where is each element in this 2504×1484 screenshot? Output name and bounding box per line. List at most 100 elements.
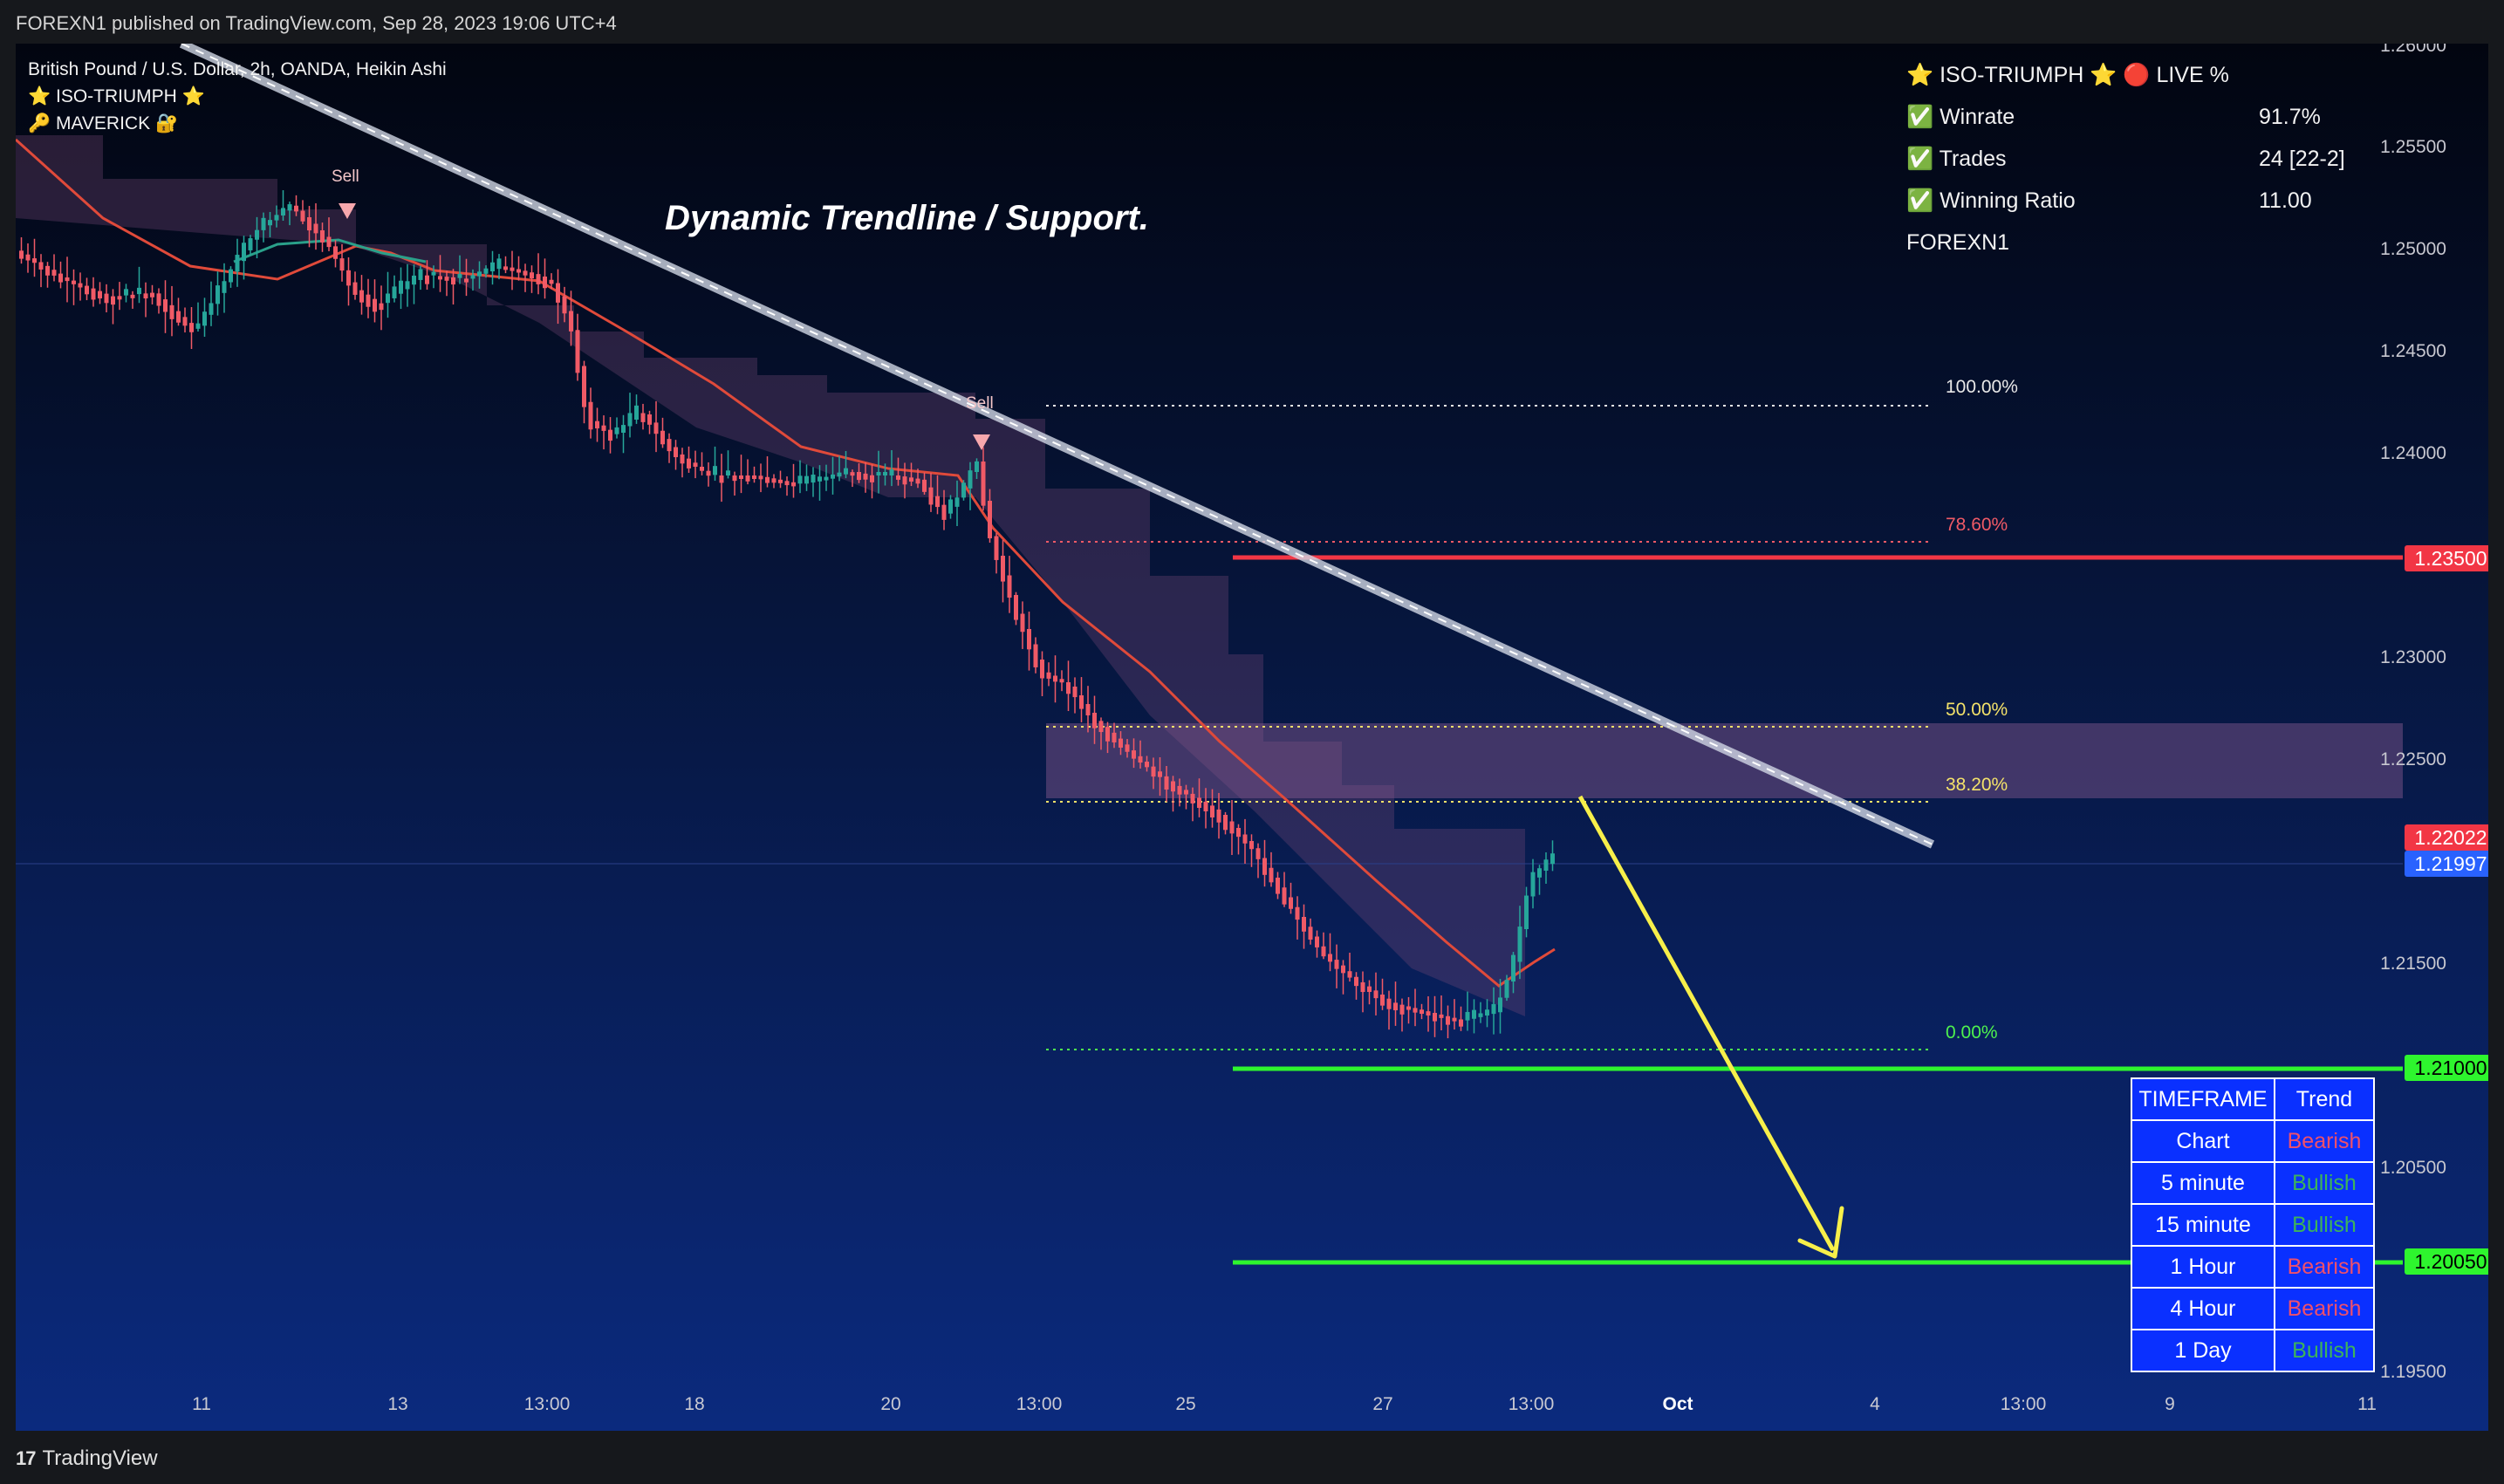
candle-body [412,275,416,285]
candle-body [209,303,214,315]
candle-body [438,276,442,280]
candle-body [248,238,253,250]
candle-body [176,311,181,323]
publish-header: FOREXN1 published on TradingView.com, Se… [0,0,2504,44]
candle-body [313,223,318,234]
candle-body [229,269,233,283]
time-tick: 27 [1372,1394,1393,1414]
candle-body [1504,980,1509,998]
sell-label-1: Sell [332,168,359,186]
candle-body [1066,682,1071,694]
candle-body [85,285,89,295]
trend-cell: Bearish [2274,1287,2375,1330]
candle-body [483,268,489,274]
candle-body [1105,727,1110,742]
chart-drawing[interactable] [16,44,2488,1431]
symbol-line[interactable]: British Pound / U.S. Dollar, 2h, OANDA, … [28,59,447,79]
candle-body [1007,575,1012,598]
candle-body [1059,679,1064,683]
candle-body [425,275,429,284]
candle-body [1328,954,1332,962]
time-tick: 13:00 [2000,1394,2047,1414]
indicator-iso-triumph[interactable]: ⭐ ISO-TRIUMPH ⭐ [28,86,205,106]
candle-body [844,468,848,475]
price-axis[interactable] [2403,44,2488,1431]
candle-body [1203,801,1208,811]
candle-body [457,273,462,278]
stats-label-winrate: ✅ Winrate [1906,105,2015,129]
timeframe-cell: 1 Hour [2131,1245,2275,1289]
candle-body [1197,797,1201,809]
candle-body [687,458,691,468]
price-tick: 1.22500 [2380,749,2446,769]
trend-cell: Bearish [2274,1119,2375,1163]
ema-bull-segment [233,238,427,263]
candle-body [1242,834,1248,844]
candle-body [1452,1017,1457,1022]
candle-body [1420,1009,1424,1015]
candle-body [496,258,502,270]
candle-body [726,470,730,475]
candle-body [366,294,371,307]
trend-cell: Bullish [2274,1203,2375,1247]
fib-label-50: 50.00% [1946,700,2008,720]
candle-body [235,255,240,272]
candle-body [588,401,593,430]
candle-body [1367,986,1372,992]
indicator-maverick[interactable]: 🔑 MAVERICK 🔐 [28,113,179,133]
candle-body [1426,1011,1431,1016]
candle-body [1249,841,1254,850]
candle-body [719,475,724,483]
candle-body [968,470,973,489]
maverick-cloud [16,135,1525,1016]
candle-body [300,210,305,222]
candle-body [732,475,737,482]
candle-body [1517,927,1522,962]
candle-body [1360,981,1365,993]
candle-body [470,275,475,279]
sell-signal-icon [339,203,356,219]
candle-body [65,277,70,282]
tradingview-logo[interactable]: 17 TradingView [16,1446,158,1471]
candle-body [562,296,567,314]
candle-body [883,472,887,475]
candle-body [1125,744,1130,752]
candle-body [706,470,711,476]
annotation-title[interactable]: Dynamic Trendline / Support. [665,199,1149,237]
candle-body [549,279,554,284]
candle-body [582,366,586,407]
candle-body [281,208,285,215]
candle-body [797,475,803,484]
candle-body [595,421,599,429]
candle-body [627,413,633,427]
candle-body [98,291,102,299]
chart-canvas[interactable]: British Pound / U.S. Dollar, 2h, OANDA, … [16,44,2488,1431]
projection-arrow-head [1797,1206,1844,1259]
candle-body [373,298,377,312]
table-row: 5 minute Bullish [2131,1161,2375,1205]
candle-body [1491,1003,1496,1015]
candle-body [1321,946,1326,957]
time-tick: 13:00 [1508,1394,1555,1414]
candle-body [1027,629,1031,650]
candle-body [517,269,521,273]
candle-body [824,476,829,481]
candle-body [379,303,384,311]
candle-body [1001,556,1005,582]
candle-body [530,272,534,279]
candle-body [1151,766,1156,777]
candle-body [1223,815,1228,831]
candle-body [1465,1011,1470,1021]
candle-body [1373,990,1379,999]
candle-body [405,281,410,290]
stats-title: ⭐ ISO-TRIUMPH ⭐ 🔴 LIVE % [1906,63,2229,87]
timeframe-trend-table: TIMEFRAME Trend Chart Bearish 5 minute B… [2131,1077,2375,1372]
candle-body [1132,750,1136,759]
price-tag-target-1: 1.21000 [2405,1055,2488,1081]
time-tick: 4 [1870,1394,1880,1414]
fib-label-38: 38.20% [1946,775,2008,795]
candle-body [352,282,358,295]
candle-body [1282,887,1287,905]
candle-body [195,323,201,329]
candle-body [444,277,449,281]
